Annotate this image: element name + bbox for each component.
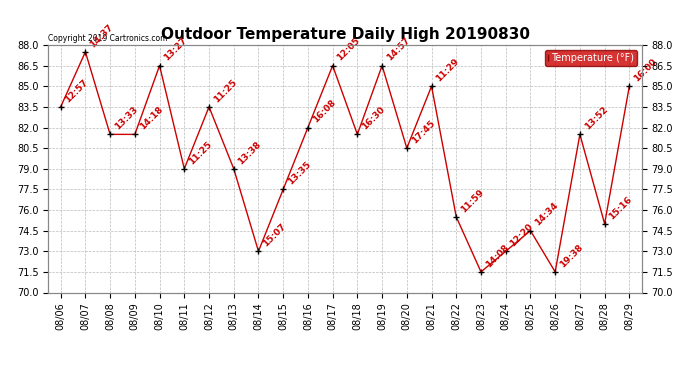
Legend: Temperature (°F): Temperature (°F) <box>545 50 637 66</box>
Text: 14:34: 14:34 <box>533 201 560 228</box>
Title: Outdoor Temperature Daily High 20190830: Outdoor Temperature Daily High 20190830 <box>161 27 529 42</box>
Text: 11:25: 11:25 <box>187 140 214 166</box>
Text: 12:57: 12:57 <box>63 77 90 104</box>
Text: 13:35: 13:35 <box>286 160 313 187</box>
Text: 14:08: 14:08 <box>484 243 511 269</box>
Text: 13:52: 13:52 <box>582 105 609 132</box>
Text: 11:59: 11:59 <box>459 188 486 214</box>
Text: 12:05: 12:05 <box>335 36 362 63</box>
Text: 17:45: 17:45 <box>410 118 436 146</box>
Text: 13:38: 13:38 <box>237 140 263 166</box>
Text: 14:57: 14:57 <box>385 36 412 63</box>
Text: 16:00: 16:00 <box>632 57 658 84</box>
Text: 16:08: 16:08 <box>310 98 337 125</box>
Text: 16:30: 16:30 <box>360 105 386 132</box>
Text: 11:29: 11:29 <box>434 57 461 84</box>
Text: 15:07: 15:07 <box>262 222 288 249</box>
Text: 13:27: 13:27 <box>162 36 189 63</box>
Text: 12:20: 12:20 <box>509 222 535 249</box>
Text: 14:18: 14:18 <box>137 105 164 132</box>
Text: 19:38: 19:38 <box>558 242 584 269</box>
Text: 13:33: 13:33 <box>113 105 139 132</box>
Text: Copyright 2019 Cartronics.com: Copyright 2019 Cartronics.com <box>48 33 168 42</box>
Text: 11:25: 11:25 <box>212 78 239 104</box>
Text: 14:37: 14:37 <box>88 22 115 49</box>
Text: 15:16: 15:16 <box>607 194 634 221</box>
